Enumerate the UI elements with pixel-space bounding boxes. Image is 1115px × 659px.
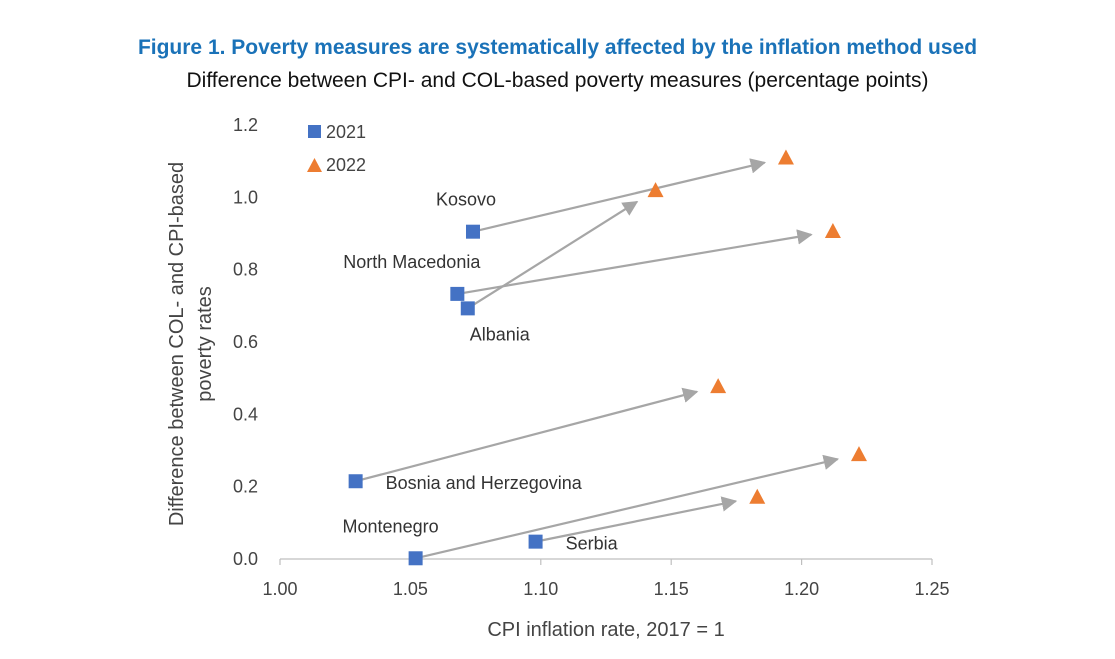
arrow-north-macedonia bbox=[457, 229, 813, 295]
point-2022-north-macedonia bbox=[824, 222, 841, 238]
arrow-albania bbox=[467, 200, 639, 310]
y-tick-label: 1.2 bbox=[233, 115, 258, 135]
x-tick-label: 1.20 bbox=[784, 579, 819, 599]
legend-marker-2022 bbox=[307, 158, 322, 172]
point-2022-kosovo bbox=[777, 149, 794, 165]
legend-label-2021: 2021 bbox=[326, 122, 366, 142]
chart-subtitle: Difference between CPI- and COL-based po… bbox=[186, 69, 929, 92]
y-tick-label: 0.8 bbox=[233, 260, 258, 280]
arrow-serbia bbox=[535, 496, 738, 543]
annotation-montenegro: Montenegro bbox=[343, 516, 439, 536]
legend-label-2022: 2022 bbox=[326, 155, 366, 175]
x-tick-label: 1.15 bbox=[654, 579, 689, 599]
annotation-serbia: Serbia bbox=[566, 534, 619, 554]
x-tick-label: 1.25 bbox=[914, 579, 949, 599]
y-axis-title-line-1: Difference between COL- and CPI-based bbox=[166, 162, 188, 526]
annotation-kosovo: Kosovo bbox=[436, 190, 496, 210]
x-tick-label: 1.00 bbox=[262, 579, 297, 599]
y-tick-label: 0.0 bbox=[233, 549, 258, 569]
point-2021-north-macedonia bbox=[450, 286, 465, 301]
point-2022-bosnia-and-herzegovina bbox=[710, 378, 727, 394]
point-2021-albania bbox=[460, 301, 475, 316]
point-2022-albania bbox=[647, 182, 664, 198]
annotation-albania: Albania bbox=[470, 324, 531, 344]
annotation-north-macedonia: North Macedonia bbox=[343, 252, 481, 272]
x-tick-label: 1.10 bbox=[523, 579, 558, 599]
point-2021-kosovo bbox=[465, 224, 480, 239]
point-2022-serbia bbox=[749, 488, 766, 504]
y-tick-label: 1.0 bbox=[233, 187, 258, 207]
chart-title: Figure 1. Poverty measures are systemati… bbox=[137, 36, 978, 59]
y-tick-label: 0.2 bbox=[233, 477, 258, 497]
arrow-montenegro bbox=[415, 454, 840, 560]
point-2021-montenegro bbox=[408, 551, 423, 566]
annotation-bosnia-and-herzegovina: Bosnia and Herzegovina bbox=[386, 473, 583, 493]
arrow-bosnia-and-herzegovina bbox=[355, 387, 699, 483]
y-axis-title-line-2: poverty rates bbox=[194, 286, 216, 402]
legend-marker-2021 bbox=[308, 125, 321, 138]
x-axis-title: CPI inflation rate, 2017 = 1 bbox=[487, 619, 724, 641]
point-2022-montenegro bbox=[850, 446, 867, 462]
y-tick-label: 0.4 bbox=[233, 404, 258, 424]
arrow-kosovo bbox=[472, 158, 767, 233]
x-tick-label: 1.05 bbox=[393, 579, 428, 599]
point-2021-bosnia-and-herzegovina bbox=[348, 474, 363, 489]
y-tick-label: 0.6 bbox=[233, 332, 258, 352]
point-2021-serbia bbox=[528, 534, 543, 549]
